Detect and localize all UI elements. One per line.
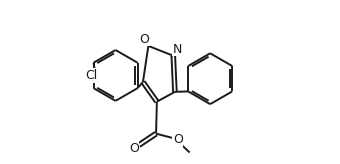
Text: N: N (173, 43, 182, 56)
Text: O: O (140, 33, 150, 46)
Text: O: O (129, 142, 139, 155)
Text: O: O (173, 133, 183, 146)
Text: Cl: Cl (85, 69, 98, 82)
